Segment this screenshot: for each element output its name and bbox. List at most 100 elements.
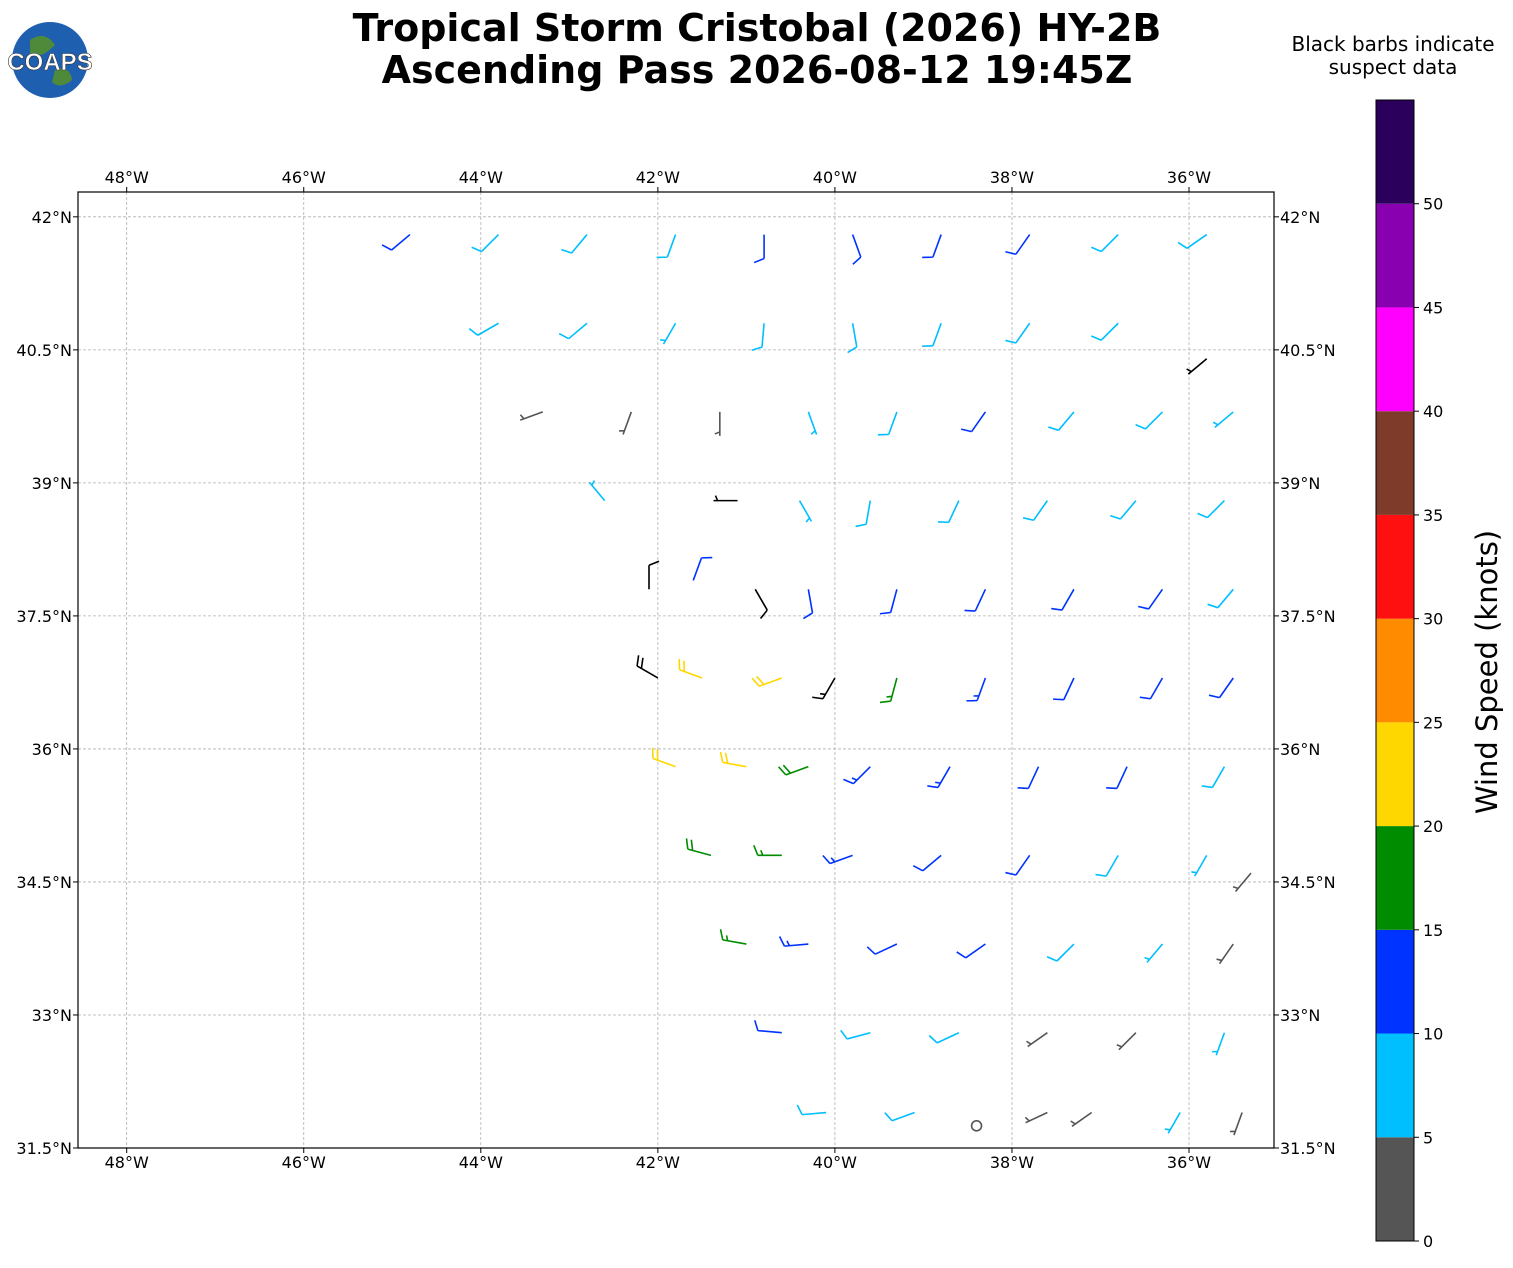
wind-barb [1186,358,1208,375]
wind-barb [879,589,898,615]
wind-barb [1212,411,1234,428]
wind-barb [1052,677,1075,701]
colorbar-tick-label: 5 [1423,1128,1433,1147]
wind-barb [471,234,500,253]
wind-barb [847,323,858,354]
wind-barb [468,322,499,336]
wind-barb [619,411,633,435]
title-line: Ascending Pass 2026-08-12 19:45Z [382,48,1133,92]
wind-barb [1212,1032,1226,1056]
wind-barb [1017,766,1040,790]
logo-land [30,36,72,86]
wind-barb [1138,588,1164,610]
wind-barb [922,322,942,347]
title-line: Tropical Storm Cristobal (2026) HY-2B [353,6,1162,50]
wind-barb [866,943,898,955]
y-tick-label: 36°N [1280,740,1320,759]
colorbar-tick-label: 25 [1423,713,1443,732]
colorbar-frame [1375,99,1415,1242]
x-tick-label: 38°W [990,1153,1034,1172]
wind-barb [1144,943,1164,963]
wind-barb [648,560,660,590]
wind-barb [822,854,853,865]
x-tick-label: 40°W [813,1153,857,1172]
wind-barb [966,677,987,702]
wind-barb [714,411,721,436]
logo-text: COAPS [7,49,92,76]
x-tick-label: 40°W [813,168,857,187]
wind-barb [1164,1112,1181,1134]
wind-barb [1116,1032,1137,1051]
x-tick-label: 36°W [1167,1153,1211,1172]
colorbar-tick-label: 40 [1423,402,1443,421]
colorbar-tick-label: 10 [1423,1025,1443,1044]
x-tick-label: 46°W [282,168,326,187]
wind-barb [927,766,951,789]
wind-barb [855,500,872,528]
wind-barb [1005,854,1031,876]
y-tick-label: 37.5°N [1280,607,1336,626]
colorbar-bin [1376,722,1414,827]
colorbar-tick-label: 15 [1423,921,1443,940]
colorbar-tick-label: 30 [1423,610,1443,629]
wind-barb [651,747,676,768]
wind-barb [1139,677,1164,700]
colorbar-bin [1376,929,1414,1034]
colorbar-label: Wind Speed (knots) [1470,530,1504,814]
wind-barb [1091,322,1119,341]
wind-barb [960,411,987,433]
x-tick-label: 46°W [282,1153,326,1172]
colorbar-bin [1376,411,1414,515]
colorbar-tick-label: 20 [1423,817,1443,836]
wind-barb [588,480,606,502]
wind-barb [1091,234,1119,253]
wind-barb [964,588,987,612]
wind-barb [751,323,765,352]
colorbar-tick-label: 35 [1423,506,1443,525]
wind-barb [884,1111,915,1122]
wind-barb [796,1104,827,1116]
wind-barb [1207,588,1234,609]
wind-barb [1106,766,1128,790]
wind-barb [753,234,765,264]
wind-barb [678,658,703,679]
wind-barb [751,675,783,687]
y-tick-label: 39°N [1280,474,1320,493]
wind-barb [928,1031,960,1044]
wind-barb [1197,500,1225,519]
x-tick-label: 44°W [459,168,503,187]
wind-barb [1232,872,1252,892]
colorbar-bin [1376,100,1414,204]
wind-barb [753,845,782,857]
wind-barb [843,766,871,785]
wind-barb [656,234,677,259]
wind-barb [879,677,898,704]
colorbar-bin [1376,203,1414,308]
wind-barb [778,936,809,947]
wind-barb [1005,322,1031,344]
colorbar-bin [1376,514,1414,619]
wind-barb [561,234,588,254]
wind-barb [636,655,659,679]
wind-barb [812,677,836,700]
wind-barb [719,751,747,768]
x-tick-label: 48°W [105,168,149,187]
wind-barb [798,500,813,523]
wind-barb [1201,766,1226,789]
colorbar-tick-label: 45 [1423,298,1443,317]
colorbar-bin [1376,826,1414,930]
x-tick-label: 38°W [990,168,1034,187]
y-tick-label: 39°N [32,474,72,493]
x-tick-label: 48°W [105,1153,149,1172]
colorbar-bin [1376,618,1414,723]
wind-barb [1229,1112,1243,1136]
wind-barb [1177,233,1208,250]
wind-barb [519,411,544,421]
wind-barb [381,233,411,251]
note-line: Black barbs indicate [1292,32,1495,56]
map-frame [77,191,1275,1149]
colorbar-tick-label: 0 [1423,1232,1433,1251]
y-tick-label: 33°N [1280,1006,1320,1025]
wind-barb [1095,854,1119,877]
